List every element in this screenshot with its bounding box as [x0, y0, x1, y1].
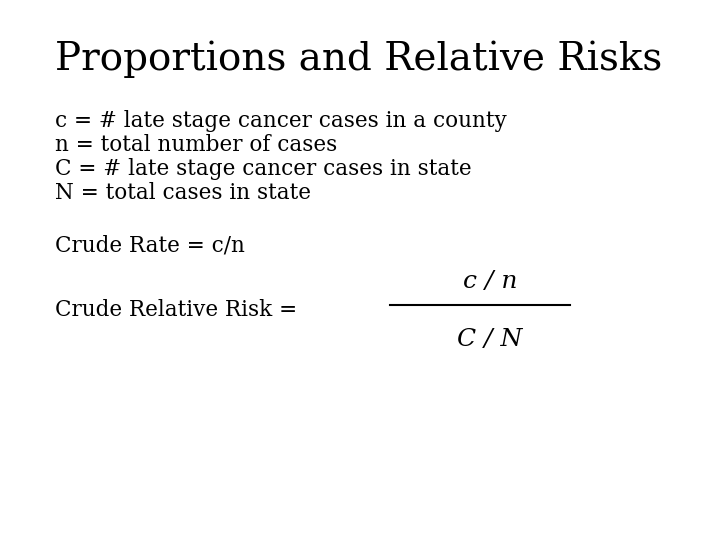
- Text: Crude Rate = c/n: Crude Rate = c/n: [55, 235, 245, 257]
- Text: c / n: c / n: [463, 271, 517, 294]
- Text: C = # late stage cancer cases in state: C = # late stage cancer cases in state: [55, 158, 472, 180]
- Text: C / N: C / N: [457, 328, 523, 352]
- Text: n = total number of cases: n = total number of cases: [55, 134, 337, 156]
- Text: c = # late stage cancer cases in a county: c = # late stage cancer cases in a count…: [55, 110, 507, 132]
- Text: N = total cases in state: N = total cases in state: [55, 182, 311, 204]
- Text: Proportions and Relative Risks: Proportions and Relative Risks: [55, 40, 662, 78]
- Text: Crude Relative Risk =: Crude Relative Risk =: [55, 299, 304, 321]
